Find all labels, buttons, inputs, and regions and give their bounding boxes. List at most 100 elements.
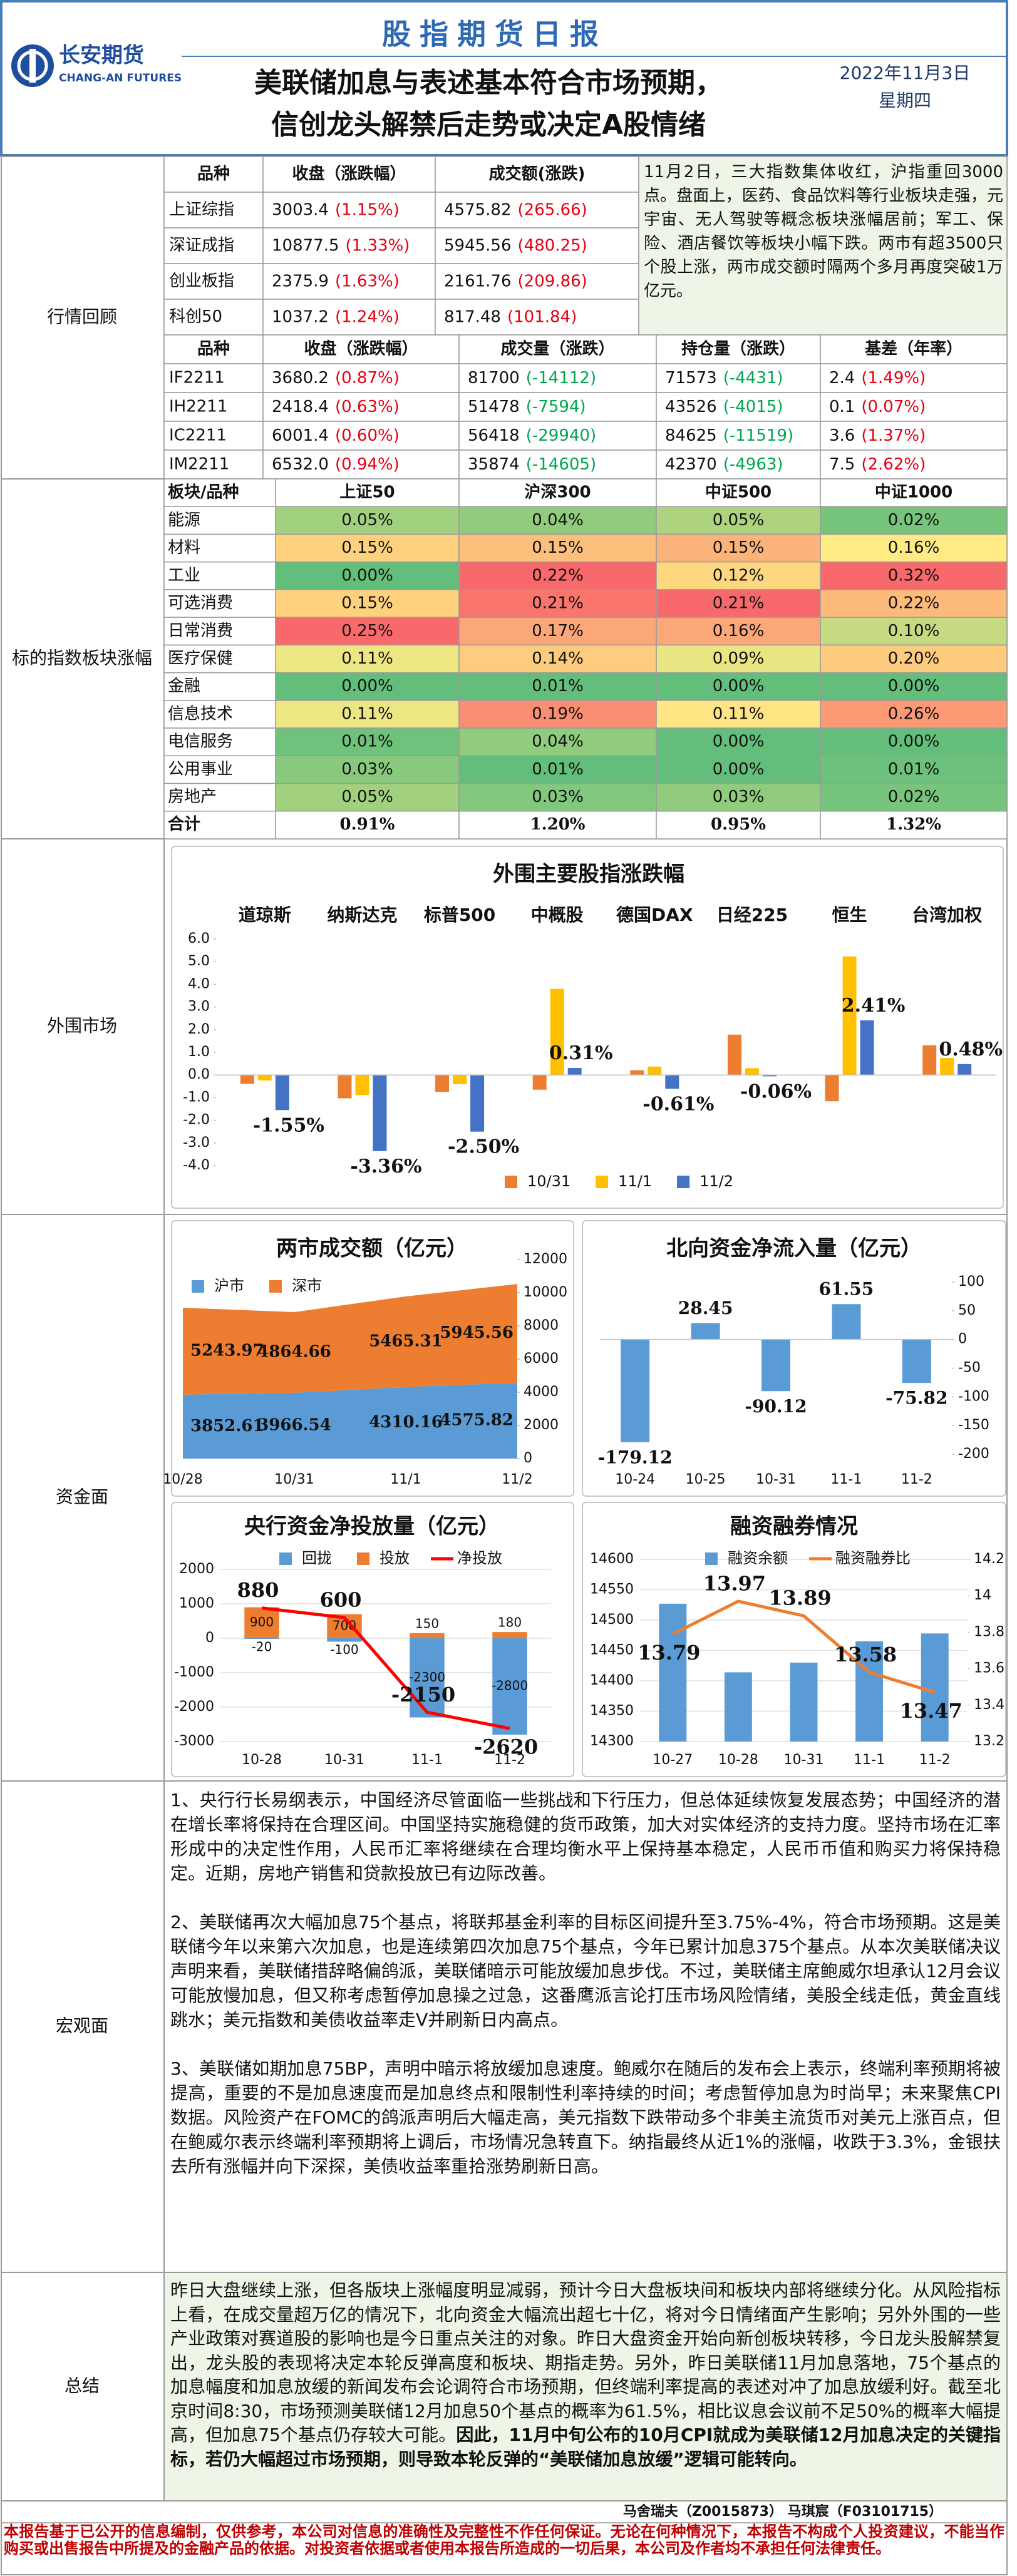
section-label: 资金面 bbox=[56, 1487, 108, 1507]
change: (1.24%) bbox=[335, 307, 400, 326]
chart-panel bbox=[582, 1220, 1006, 1497]
value-pair: 817.48 (101.84) bbox=[444, 307, 577, 326]
legend-swatch bbox=[677, 1176, 690, 1188]
change: (-4963) bbox=[723, 455, 783, 474]
value: 42370 bbox=[665, 455, 717, 474]
data-label: -0.06% bbox=[740, 1080, 812, 1102]
y-tick-label: -1.0 bbox=[183, 1089, 210, 1105]
row-label: IF2211 bbox=[169, 369, 225, 387]
bar bbox=[244, 1607, 279, 1638]
data-label: 13.58 bbox=[834, 1643, 897, 1666]
x-tick-label: 日经225 bbox=[716, 905, 788, 925]
logo-name: 长安期货 bbox=[59, 43, 144, 68]
data-label: 13.89 bbox=[768, 1586, 831, 1610]
y-tick-label: 0 bbox=[524, 1450, 532, 1466]
macro-text: 1、央行行长易纲表示，中国经济尽管面临一些挑战和下行压力，但总体延续恢复发展态势… bbox=[170, 1788, 1001, 2203]
value: 84625 bbox=[665, 426, 717, 445]
total-value: 0.95% bbox=[711, 815, 766, 834]
section-label: 宏观面 bbox=[56, 2016, 108, 2036]
value: 6532.0 bbox=[272, 455, 329, 474]
bar bbox=[470, 1075, 485, 1132]
summary-text: 昨日大盘继续上涨，但各版块上涨幅度明显减弱，预计今日大盘板块间和板块内部将继续分… bbox=[170, 2279, 1001, 2471]
table-cell bbox=[820, 478, 1008, 507]
headline-line: 信创龙头解禁后走势或决定A股情绪 bbox=[271, 109, 706, 141]
data-label: -75.82 bbox=[885, 1388, 947, 1409]
heat-value: 0.11% bbox=[341, 649, 393, 668]
heat-value: 0.04% bbox=[532, 732, 584, 751]
row-label: 工业 bbox=[168, 566, 200, 585]
bar bbox=[727, 1034, 741, 1075]
value-pair: 81700 (-14112) bbox=[468, 369, 596, 387]
x-tick-label: 11-2 bbox=[901, 1472, 932, 1487]
value-pair: 5945.56 (480.25) bbox=[444, 236, 587, 255]
data-label: 3966.54 bbox=[257, 1415, 331, 1434]
heat-value: 0.21% bbox=[532, 594, 584, 613]
table-cell bbox=[262, 392, 460, 422]
x-tick-label: 10-31 bbox=[324, 1752, 364, 1768]
heat-value: 0.00% bbox=[713, 760, 765, 779]
change: (1.37%) bbox=[861, 426, 926, 445]
table-cell bbox=[163, 561, 276, 590]
x-tick-label: 11-1 bbox=[830, 1472, 862, 1487]
table-cell bbox=[163, 421, 264, 451]
table-cell bbox=[820, 421, 1008, 451]
value: 81700 bbox=[468, 369, 520, 387]
summary-emphasis: 因此，11月中旬公布的10月CPI就成为美联储12月加息决定的关键指标，若仍大幅… bbox=[170, 2425, 1001, 2470]
y-tick-label: 2.0 bbox=[188, 1022, 210, 1037]
y2-tick-label: 13.2 bbox=[974, 1733, 1004, 1749]
legend-label: 回拢 bbox=[302, 1549, 332, 1567]
legend-swatch bbox=[357, 1552, 369, 1565]
value: 51478 bbox=[468, 398, 520, 416]
value-pair: 0.1 (0.07%) bbox=[829, 398, 926, 416]
row-label: 创业板指 bbox=[169, 272, 234, 290]
table-header: 上证50 bbox=[339, 483, 395, 502]
legend-label: 融资融券比 bbox=[835, 1549, 911, 1567]
bar bbox=[373, 1075, 387, 1151]
change: (2.62%) bbox=[861, 455, 926, 474]
total-value: 1.32% bbox=[886, 815, 941, 834]
row-label: 材料 bbox=[168, 538, 200, 557]
row-label: 金融 bbox=[168, 677, 200, 695]
table-header: 中证1000 bbox=[875, 483, 952, 502]
value: 10877.5 bbox=[272, 236, 339, 255]
value: 817.48 bbox=[444, 307, 501, 326]
bar bbox=[832, 1304, 861, 1340]
data-label: 4864.66 bbox=[257, 1342, 331, 1361]
legend-label: 10/31 bbox=[527, 1173, 570, 1190]
data-label: 13.47 bbox=[900, 1699, 963, 1723]
table-cell bbox=[275, 478, 460, 507]
summary-background bbox=[164, 2272, 1007, 2501]
table-cell bbox=[820, 392, 1008, 422]
x-tick-label: 11/1 bbox=[390, 1472, 421, 1487]
row-label: 公用事业 bbox=[168, 760, 233, 779]
table-header: 成交额(涨跌) bbox=[489, 164, 586, 183]
y-tick-label: 6.0 bbox=[188, 931, 210, 947]
table-cell bbox=[656, 811, 821, 839]
heat-value: 0.14% bbox=[532, 649, 584, 668]
data-label: 5945.56 bbox=[440, 1323, 514, 1342]
data-label: 600 bbox=[320, 1588, 362, 1612]
y-tick-label: 6000 bbox=[524, 1351, 559, 1367]
row-label: 上证综指 bbox=[169, 200, 234, 219]
value-pair: 1037.2 (1.24%) bbox=[272, 307, 400, 326]
change: (-14605) bbox=[526, 455, 596, 474]
x-tick-label: 10-31 bbox=[784, 1752, 824, 1768]
macro-paragraph: 3、美联储如期加息75BP，声明中暗示将放缓加息速度。鲍威尔在随后的发布会上表示… bbox=[170, 2058, 1001, 2177]
table-cell bbox=[262, 363, 460, 393]
change: (0.63%) bbox=[335, 398, 400, 416]
y-tick-label: 14500 bbox=[590, 1612, 634, 1628]
bar bbox=[825, 1075, 839, 1102]
data-label: -2.50% bbox=[448, 1136, 519, 1158]
total-value: 合计 bbox=[168, 814, 200, 834]
x-tick-label: 恒生 bbox=[832, 905, 867, 925]
heat-value: 0.01% bbox=[888, 760, 940, 779]
heat-value: 0.00% bbox=[341, 566, 393, 585]
table-cell bbox=[458, 334, 657, 364]
data-label: 13.79 bbox=[638, 1641, 700, 1665]
y-tick-label: 14550 bbox=[590, 1582, 634, 1598]
y-tick-label: 100 bbox=[958, 1274, 984, 1290]
x-tick-label: 10-25 bbox=[686, 1472, 726, 1487]
headline-line: 美联储加息与表述基本符合市场预期， bbox=[254, 67, 723, 99]
x-tick-label: 道琼斯 bbox=[239, 905, 291, 925]
y-tick-label: -2000 bbox=[174, 1699, 214, 1715]
